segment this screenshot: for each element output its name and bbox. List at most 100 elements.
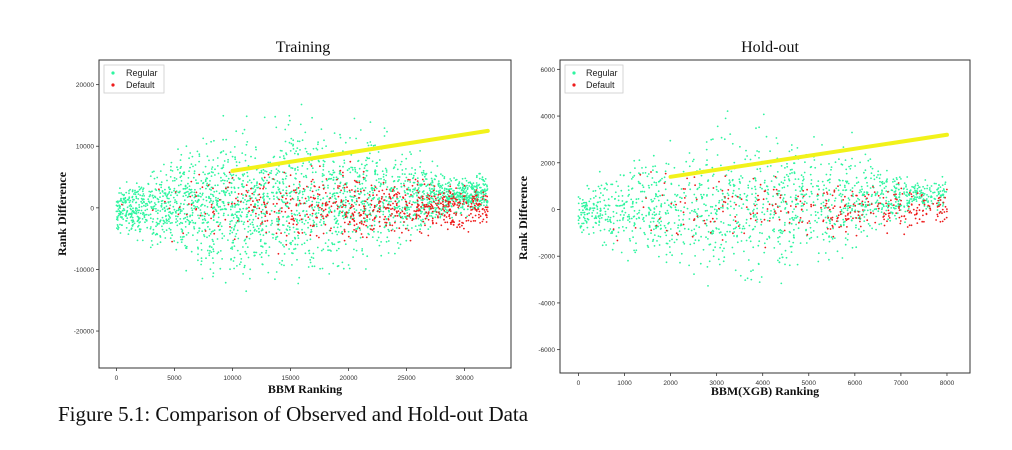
regular-point [130,208,133,211]
regular-point [149,217,152,220]
regular-point [869,187,872,189]
regular-point [145,213,148,216]
default-point [451,203,454,205]
regular-point [315,225,318,228]
regular-point [594,195,597,198]
regular-point [357,175,359,178]
regular-point [863,216,866,218]
regular-point [349,237,352,240]
regular-point [195,179,197,182]
regular-point [429,226,432,228]
regular-point [194,193,197,196]
regular-point [592,202,595,205]
regular-point [129,216,132,219]
default-point [391,207,394,210]
regular-point [292,226,295,229]
regular-point [303,223,306,225]
regular-point [209,233,212,235]
regular-point [355,228,357,231]
regular-point [316,246,319,249]
default-point [456,198,458,201]
regular-point [139,212,142,215]
regular-point [140,209,143,212]
default-point [437,199,440,202]
regular-point [406,180,409,182]
regular-point [911,200,914,203]
regular-point [897,200,900,203]
regular-point [188,170,191,173]
regular-point [355,137,357,140]
regular-point [838,179,840,181]
regular-point [320,249,323,252]
default-point [449,185,452,188]
regular-point [423,213,426,215]
regular-point [268,176,271,179]
regular-point [457,184,460,187]
regular-point [183,171,186,174]
regular-point [627,185,630,188]
default-point [435,222,438,225]
regular-point [721,250,724,252]
default-point [391,190,394,193]
default-point [422,220,425,223]
regular-point [131,201,134,203]
regular-point [431,201,433,204]
regular-point [838,194,841,197]
regular-point [857,197,859,200]
regular-point [311,116,313,119]
default-point [944,196,946,199]
regular-point [252,226,255,229]
regular-point [377,231,379,233]
regular-point [212,240,215,243]
regular-point [188,193,190,196]
default-point [473,195,475,198]
regular-point [170,165,172,168]
regular-point [916,182,919,185]
regular-point [690,229,693,232]
regular-point [477,191,480,194]
regular-point [343,159,346,162]
regular-point [116,200,119,203]
regular-point [296,228,299,231]
regular-point [647,206,650,209]
regular-point [579,197,581,200]
regular-point [131,196,134,199]
regular-point [304,214,307,216]
regular-point [364,177,366,179]
default-point [453,202,456,205]
regular-point [307,226,309,229]
regular-point [296,199,299,202]
regular-point [603,188,606,190]
regular-point [296,140,299,143]
default-point [734,220,737,223]
regular-point [583,206,586,209]
default-point [695,198,698,201]
regular-point [223,172,225,175]
regular-point [344,141,347,144]
regular-point [824,216,827,219]
regular-point [169,237,172,240]
regular-point [726,192,729,195]
default-point [266,212,268,215]
regular-point [643,190,646,193]
regular-point [810,236,813,239]
regular-point [167,214,170,217]
default-point [378,190,380,193]
regular-point [800,174,803,177]
regular-point [842,189,844,192]
regular-point [817,211,819,214]
regular-point [909,190,911,192]
regular-point [245,252,248,255]
regular-point [358,175,361,178]
regular-point [199,209,202,211]
regular-point [631,202,634,205]
regular-point [808,237,811,240]
default-point [289,174,292,177]
regular-point [842,211,845,214]
regular-point [387,215,390,218]
regular-point [729,224,731,227]
regular-point [466,192,469,195]
default-point [840,225,842,228]
regular-point [231,248,234,250]
regular-point [296,220,298,223]
